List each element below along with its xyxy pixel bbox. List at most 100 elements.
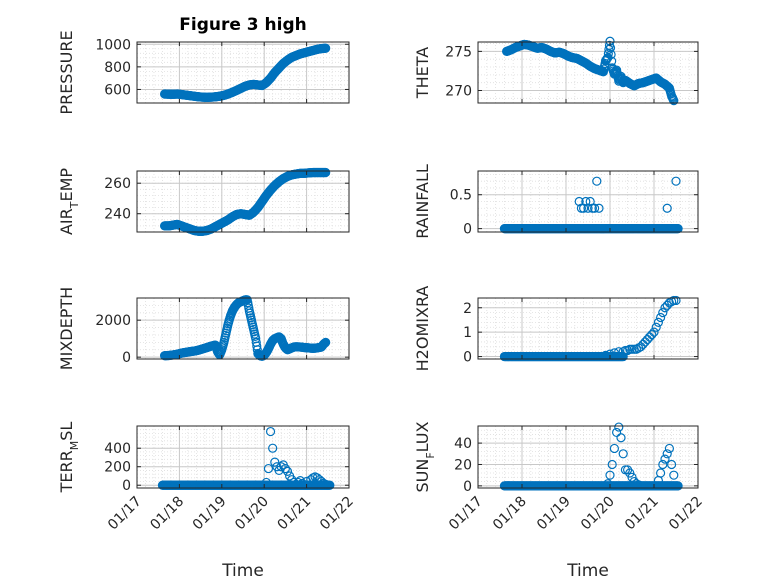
data-point: [673, 481, 683, 491]
data-point: [321, 337, 331, 347]
data-point: [280, 463, 290, 474]
y-tick-label: 20: [454, 457, 472, 473]
y-tick-label: 1000: [95, 37, 131, 53]
data-point: [321, 167, 331, 178]
y-tick-label: 40: [454, 436, 472, 452]
y-axis-label: MIXDEPTH: [57, 287, 76, 370]
data-point: [598, 224, 609, 234]
data-point: [606, 49, 616, 60]
panel-h2omixra: 0 1 2 H2OMIXRA: [413, 286, 699, 372]
y-axis-label-main: PRESSURE: [57, 30, 76, 114]
axes-box: [477, 170, 699, 233]
y-tick-label: 800: [104, 60, 131, 76]
panel-terr_msl: 0 200 400 TERRMSL 01/17 01/18 01/19 01/20 01/21 0…: [57, 422, 357, 581]
axes-box: [136, 425, 350, 489]
data-point: [662, 449, 672, 459]
data-point: [658, 308, 668, 318]
data-point: [647, 330, 657, 340]
y-axis-label: THETA: [413, 47, 432, 99]
x-axis-label: Time: [566, 561, 609, 581]
plot-area: [478, 298, 698, 359]
y-tick-label: 270: [445, 83, 472, 99]
y-axis-label-subscript: F: [424, 452, 437, 458]
y-axis-label-rest: SL: [57, 422, 76, 441]
data-point: [265, 426, 276, 437]
y-axis-label-subscript: M: [68, 441, 81, 451]
panel-theta: 270 275 THETA: [413, 36, 699, 106]
data-point: [611, 427, 622, 438]
data-point: [605, 470, 615, 480]
axes-box: [477, 297, 699, 360]
data-point: [609, 443, 620, 454]
y-tick-label: 0: [122, 478, 131, 494]
data-point: [605, 43, 616, 53]
data-point: [649, 327, 659, 337]
x-tick-label: 01/21: [275, 494, 315, 534]
y-axis-label-main: TERR: [57, 450, 76, 493]
y-tick-label: 2: [463, 301, 472, 317]
data-point: [666, 459, 677, 470]
y-axis-label-rest: EMP: [57, 168, 76, 202]
axes-box: [136, 170, 350, 233]
y-tick-label: 240: [104, 207, 131, 223]
data-point: [589, 203, 600, 213]
data-point: [653, 317, 664, 327]
y-axis-label: PRESSURE: [57, 30, 76, 114]
panel-air_temp: 240 260 AIRTEMP: [57, 167, 350, 236]
data-point: [607, 459, 617, 470]
data-point: [664, 298, 675, 308]
data-point: [321, 43, 331, 53]
y-tick-label: 0: [463, 479, 472, 495]
y-tick-label: 2000: [95, 313, 131, 329]
data-point: [297, 478, 307, 488]
x-tick-label: 01/19: [190, 494, 230, 534]
axes-box: [477, 425, 699, 489]
x-tick-label: 01/18: [490, 494, 530, 534]
data-point: [658, 459, 668, 470]
data-point: [618, 347, 628, 357]
panel-rainfall: 0 0.5 RAINFALL: [413, 164, 699, 239]
data-point: [585, 196, 595, 207]
data-point: [581, 196, 591, 207]
y-axis-label-main: H2OMIXRA: [413, 286, 432, 372]
data-point: [625, 468, 635, 478]
data-point: [655, 468, 666, 478]
y-axis-label: RAINFALL: [413, 164, 432, 239]
y-axis-label-main: SUN: [413, 459, 432, 493]
data-point: [631, 344, 642, 354]
y-tick-label: 200: [104, 460, 131, 476]
x-tick-label: 01/20: [232, 494, 272, 534]
data-point: [614, 422, 624, 432]
data-point: [671, 295, 681, 306]
data-point: [636, 481, 646, 491]
data-point: [282, 466, 293, 476]
data-point: [263, 463, 274, 474]
data-point: [673, 224, 683, 234]
x-tick-label: 01/22: [317, 494, 357, 534]
data-point: [270, 457, 280, 467]
y-axis-label-main: THETA: [413, 47, 432, 99]
x-tick-label: 01/20: [578, 494, 618, 534]
x-tick-label: 01/18: [147, 494, 187, 534]
data-point: [276, 462, 286, 472]
data-point: [655, 312, 666, 323]
x-tick-label: 01/17: [105, 494, 145, 534]
x-tick-label: 01/21: [622, 494, 662, 534]
x-tick-label: 01/22: [666, 494, 706, 534]
data-point: [669, 470, 679, 480]
y-axis-label-main: MIXDEPTH: [57, 287, 76, 370]
data-point: [592, 176, 602, 186]
data-point: [574, 196, 584, 207]
y-tick-label: 0.5: [450, 188, 472, 204]
y-tick-label: 0: [463, 222, 472, 238]
data-point: [669, 96, 679, 106]
x-axis-label: Time: [221, 561, 264, 581]
y-tick-label: 260: [104, 176, 131, 192]
y-axis-label: H2OMIXRA: [413, 286, 432, 372]
data-point: [660, 454, 670, 464]
data-point: [671, 176, 681, 186]
y-axis-label: TERRMSL: [57, 422, 81, 494]
data-point: [609, 348, 620, 358]
y-axis-label-main: RAINFALL: [413, 164, 432, 239]
